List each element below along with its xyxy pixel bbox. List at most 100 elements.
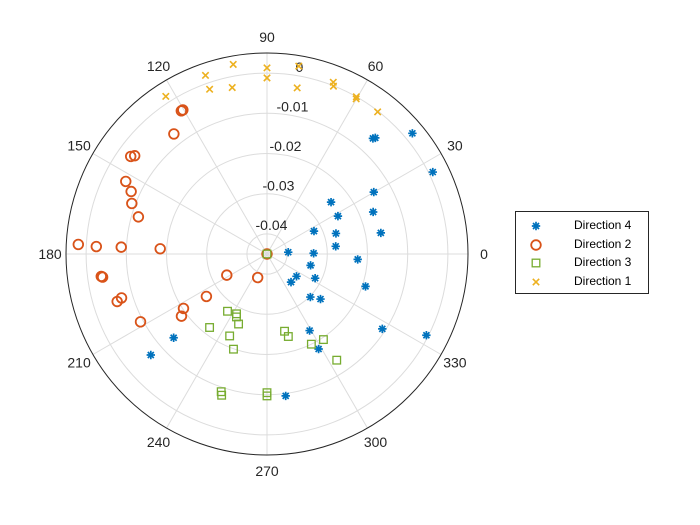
direction-4-point — [309, 226, 319, 236]
ring-2 — [166, 153, 368, 355]
direction-4-point — [284, 247, 293, 257]
direction-3-point — [229, 344, 238, 354]
direction-2-point — [251, 271, 264, 284]
direction-3-point — [262, 391, 272, 401]
r-tick-label: -0.01 — [276, 98, 308, 114]
direction-2-point — [115, 241, 127, 253]
direction-4-point — [331, 242, 340, 251]
direction-4-point — [369, 187, 378, 197]
direction-3-point — [318, 335, 328, 345]
legend-glyph-direction-3 — [531, 258, 541, 268]
direction-3-point — [234, 319, 244, 329]
theta-tick-label: 90 — [259, 29, 275, 45]
direction-1-point — [263, 74, 271, 82]
direction-2-point — [154, 243, 166, 255]
legend-entry-direction-3: Direction 3 — [516, 254, 650, 272]
theta-tick-label: 180 — [38, 246, 62, 262]
direction-1-point — [201, 71, 210, 80]
r-tick-label: -0.02 — [269, 138, 301, 154]
direction-4-point — [353, 255, 362, 264]
tick-labels: 0 30 60 90 120 150 180 210 240 270 300 330 -0.04 -0.0… — [38, 29, 488, 479]
direction-2-point — [175, 105, 188, 117]
direction-2-point — [132, 211, 145, 223]
ring-4 — [85, 72, 449, 436]
direction-1-point — [293, 84, 301, 92]
legend-entry-direction-2: Direction 2 — [516, 236, 650, 254]
outer-ring — [65, 52, 469, 456]
direction-2-point — [175, 310, 188, 322]
direction-3-point — [217, 390, 227, 400]
direction-1-point — [263, 64, 271, 72]
direction-4-point — [305, 326, 314, 335]
theta-tick-label: 300 — [364, 434, 388, 450]
direction-2-point — [96, 271, 109, 283]
direction-3-point — [223, 306, 232, 316]
theta-tick-label: 150 — [67, 138, 91, 154]
direction-2-point — [221, 269, 233, 281]
direction-3-point — [205, 323, 215, 332]
direction-2-point — [168, 128, 180, 140]
direction-4-point — [292, 272, 301, 281]
direction-2-point — [177, 302, 190, 315]
direction-1-point — [295, 62, 303, 70]
direction-3-point — [280, 326, 289, 336]
direction-1-point — [352, 92, 361, 101]
direction-4-point — [310, 274, 320, 283]
direction-2-point — [125, 185, 137, 198]
direction-3-point — [225, 331, 235, 341]
direction-4-point — [146, 350, 155, 360]
legend-marker-direction-3 — [531, 258, 541, 268]
data-markers — [72, 60, 437, 401]
direction-4-point — [368, 207, 378, 217]
direction-4-point — [169, 333, 178, 342]
legend-marker-direction-4 — [531, 221, 541, 231]
direction-4-point — [281, 391, 290, 401]
direction-2-point — [126, 197, 138, 210]
direction-2-point — [115, 292, 128, 304]
direction-4-point — [314, 344, 323, 354]
direction-4-point — [286, 277, 296, 287]
direction-4-point — [326, 197, 336, 207]
direction-4-point — [331, 229, 341, 238]
direction-2-point — [200, 290, 213, 303]
theta-tick-label: 210 — [67, 355, 91, 371]
direction-1-point — [329, 82, 338, 90]
theta-tick-label: 30 — [447, 138, 463, 154]
direction-2-point — [124, 150, 137, 163]
direction-4-point — [422, 331, 431, 340]
theta-tick-label: 0 — [480, 246, 488, 262]
theta-tick-label: 330 — [443, 355, 467, 371]
legend-glyph-direction-1 — [532, 277, 540, 286]
direction-2-point — [90, 240, 103, 253]
legend-label: Direction 4 — [574, 218, 632, 232]
legend-entry-direction-4: Direction 4 — [516, 217, 650, 235]
theta-tick-label: 60 — [368, 58, 384, 74]
legend-marker-direction-1 — [532, 277, 540, 286]
direction-1-point — [352, 95, 360, 103]
polar-grid — [65, 52, 469, 456]
direction-3-point — [262, 249, 272, 259]
legend-glyph-direction-4 — [531, 221, 541, 231]
direction-4-point — [316, 294, 325, 304]
direction-4-point — [378, 324, 387, 334]
direction-4-point — [306, 292, 315, 302]
direction-4-point — [306, 261, 315, 270]
direction-3-point — [332, 355, 342, 365]
r-tick-label: -0.03 — [263, 178, 295, 194]
direction-1-point — [162, 92, 170, 101]
direction-1-point — [229, 60, 237, 69]
direction-1-point — [205, 85, 214, 94]
theta-tick-label: 270 — [255, 463, 279, 479]
legend-label: Direction 1 — [574, 273, 632, 288]
direction-3-point — [232, 309, 241, 319]
direction-4-point — [333, 211, 343, 221]
direction-2-point — [261, 248, 273, 260]
direction-1-point — [228, 83, 236, 92]
ring-1 — [206, 193, 328, 315]
legend-label: Direction 3 — [574, 255, 632, 269]
direction-4-point — [408, 129, 417, 138]
direction-3-point — [306, 339, 316, 349]
direction-2-point — [72, 238, 85, 251]
legend-label: Direction 2 — [574, 236, 632, 251]
